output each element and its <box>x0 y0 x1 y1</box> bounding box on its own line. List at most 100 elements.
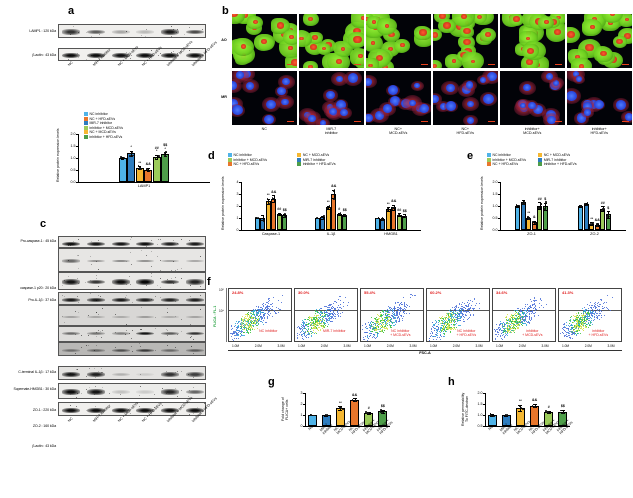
flow-event <box>320 311 322 312</box>
flow-event <box>503 330 505 331</box>
flow-event <box>507 319 508 321</box>
flow-event <box>386 319 388 321</box>
flow-event <box>600 314 602 316</box>
flow-event <box>388 319 390 321</box>
flow-event <box>570 325 571 326</box>
flow-event <box>579 318 581 320</box>
flow-event <box>447 321 448 322</box>
cell-nucleus <box>252 20 258 25</box>
flow-event <box>313 325 314 327</box>
flow-event <box>375 328 376 330</box>
flow-event <box>509 328 511 330</box>
panel-b-col-label: inhibitor+ HFD-sEVs <box>590 127 608 136</box>
legend-swatch <box>487 157 491 162</box>
flow-event <box>261 315 263 317</box>
data-point <box>523 201 525 203</box>
flow-event <box>375 320 377 322</box>
flow-event <box>304 327 306 329</box>
flow-event <box>453 320 455 322</box>
flow-event <box>503 336 505 338</box>
error-bar <box>279 212 280 216</box>
flow-event <box>305 331 307 333</box>
flow-event <box>461 316 463 318</box>
flow-event <box>581 316 583 318</box>
flow-event <box>337 312 338 313</box>
flow-event <box>592 312 593 314</box>
flow-event <box>524 314 526 316</box>
flow-event <box>245 321 247 322</box>
flow-event <box>266 309 268 311</box>
flow-event <box>577 317 579 318</box>
blot-speck <box>129 276 130 277</box>
flow-event <box>379 327 381 329</box>
flow-event <box>445 329 447 331</box>
flow-event <box>458 324 460 326</box>
flow-event <box>376 337 377 338</box>
flow-event <box>444 326 446 328</box>
flow-event <box>456 322 457 324</box>
flow-event <box>593 303 595 304</box>
flow-event <box>505 320 507 321</box>
flow-gate-line <box>559 309 621 311</box>
flow-event <box>386 316 388 317</box>
error-cap <box>321 218 325 220</box>
flow-event <box>599 305 601 307</box>
flow-event <box>592 313 594 314</box>
legend-item: inhibitor + MCD-sEVs <box>84 125 148 130</box>
flow-event <box>315 321 316 323</box>
blot-band <box>161 259 179 263</box>
flow-event <box>446 326 447 328</box>
flow-event <box>598 311 600 313</box>
blot-speck <box>91 241 92 242</box>
flow-event <box>266 307 268 308</box>
flow-event <box>445 327 447 329</box>
flow-event <box>392 314 393 316</box>
flow-event <box>369 336 370 337</box>
flow-event <box>374 317 376 319</box>
flow-event <box>514 322 515 323</box>
flow-event <box>529 311 531 313</box>
blot-speck <box>131 55 132 56</box>
blot-speck <box>96 336 97 337</box>
flow-event <box>334 300 336 302</box>
micrograph-MR-0 <box>232 70 297 125</box>
significance-marker: ## * <box>154 145 159 153</box>
flow-event <box>241 335 243 336</box>
flow-event <box>322 326 324 328</box>
flow-event <box>319 317 320 319</box>
bar <box>314 218 320 230</box>
flow-event <box>253 323 255 324</box>
flow-event <box>517 327 519 328</box>
flow-event <box>321 312 323 314</box>
flow-event <box>399 312 400 314</box>
flow-event <box>445 330 447 332</box>
flow-event <box>334 309 335 310</box>
flow-event <box>394 321 396 323</box>
flow-event <box>233 331 235 332</box>
flow-event <box>443 335 445 337</box>
flow-event <box>575 316 576 317</box>
data-point <box>559 411 562 414</box>
flow-event <box>577 328 579 330</box>
flow-event <box>439 332 441 333</box>
flow-event <box>319 313 321 315</box>
flow-event <box>380 314 382 316</box>
flow-event <box>583 326 584 327</box>
flow-event <box>375 330 376 331</box>
flow-event <box>448 320 450 321</box>
flow-event <box>447 324 449 325</box>
flow-event <box>450 309 451 310</box>
flow-event <box>385 323 387 325</box>
flow-event <box>458 311 460 312</box>
flow-event <box>534 315 535 316</box>
flow-event <box>462 313 463 314</box>
flow-event <box>315 315 317 316</box>
flow-event <box>437 340 439 341</box>
flow-event <box>572 315 574 316</box>
flow-event <box>460 313 461 314</box>
flow-event <box>245 319 247 321</box>
flow-event <box>321 319 323 321</box>
flow-event <box>562 327 564 329</box>
scale-bar <box>554 120 562 122</box>
flow-event <box>589 302 591 303</box>
